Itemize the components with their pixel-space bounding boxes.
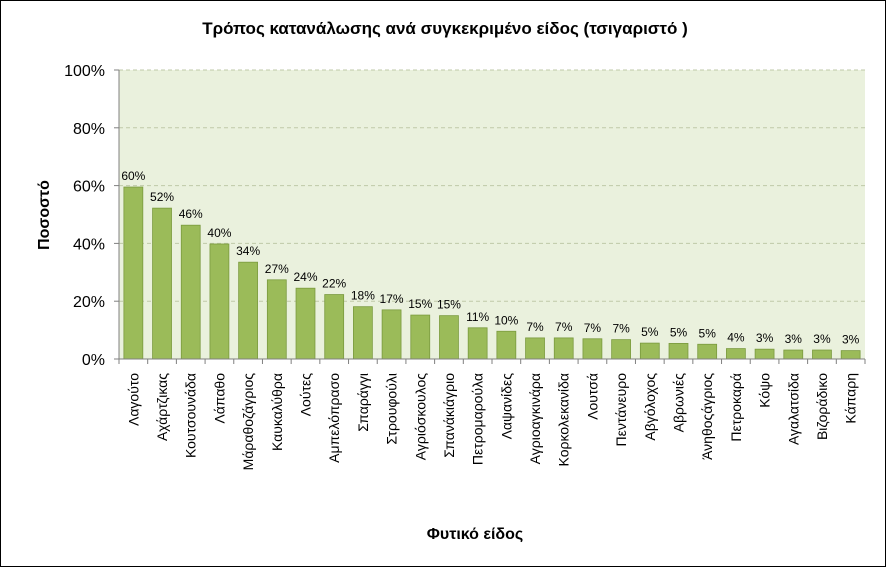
x-category-label: Κάπαρη <box>843 373 859 424</box>
y-tick-label: 80% <box>73 121 105 138</box>
y-axis-ticks: 0% 20% 40% 60% 80% 100% <box>64 63 865 369</box>
data-label: 3% <box>756 331 774 345</box>
bar <box>266 279 287 360</box>
data-labels: 60% 52% 46% 40% 34% 27% 24% 22% 18% 17% 15% 15% 11% 1… <box>121 169 859 347</box>
bar <box>697 343 718 360</box>
x-category-label: Αχάρτζικας <box>154 373 170 441</box>
data-label: 7% <box>526 320 544 334</box>
y-tick-label: 40% <box>73 236 105 253</box>
data-label: 7% <box>584 321 602 335</box>
data-label: 40% <box>207 226 231 240</box>
x-category-label: Αγριόσκουλος <box>412 373 428 460</box>
data-label: 5% <box>699 326 717 340</box>
data-label: 27% <box>265 262 289 276</box>
data-label: 5% <box>670 325 688 339</box>
x-category-label: Αμπελόπρασο <box>326 373 342 463</box>
bar <box>353 306 373 360</box>
x-category-label: Κορκολεκανίδα <box>556 373 572 466</box>
data-label: 7% <box>612 322 630 336</box>
y-tick-label: 60% <box>73 179 105 196</box>
data-label: 3% <box>785 332 803 346</box>
data-label: 34% <box>236 244 260 258</box>
x-category-label: Αβρωνιές <box>671 373 687 433</box>
bar <box>295 287 316 360</box>
y-tick-label: 20% <box>73 294 105 311</box>
x-category-label: Αγαλατσίδα <box>785 373 801 445</box>
y-tick-label: 0% <box>82 352 105 369</box>
bar <box>439 315 459 360</box>
data-label: 52% <box>150 190 174 204</box>
bar <box>152 207 172 360</box>
x-category-label: Κόψο <box>757 373 773 408</box>
bar <box>668 342 689 360</box>
data-label: 22% <box>322 277 346 291</box>
data-label: 5% <box>641 325 659 339</box>
data-label: 15% <box>408 297 432 311</box>
x-category-label: Λαγούτο <box>125 373 141 426</box>
x-axis-category-labels: Λαγούτο Αχάρτζικας Κουτσουνάδα Λάπαθο Μάραθο… <box>118 359 866 471</box>
x-category-label: Λούτες <box>298 373 314 417</box>
bar <box>410 314 431 360</box>
data-label: 11% <box>466 310 489 324</box>
bar <box>553 337 574 360</box>
y-tick-label: 100% <box>64 63 105 80</box>
bar <box>123 186 144 360</box>
bar <box>381 309 402 360</box>
x-category-label: Σπαράγγι <box>355 373 371 432</box>
x-category-label: Λαψανίδες <box>498 373 514 440</box>
x-category-label: Πετρομαρούλα <box>470 373 486 465</box>
x-category-label: Βιζοράδικο <box>814 373 830 440</box>
gridlines <box>119 69 865 302</box>
x-category-label: Αγριοαγκινάρα <box>527 373 543 464</box>
bar <box>726 348 746 360</box>
x-category-label: Άνηθοςάγριος <box>699 373 715 460</box>
data-label: 18% <box>351 289 375 303</box>
y-axis-label: Ποσοστό <box>36 180 53 250</box>
x-category-label: Μάραθοζάγριος <box>240 373 256 471</box>
data-label: 17% <box>380 292 404 306</box>
x-category-label: Καυκαλύθρα <box>269 373 285 451</box>
x-category-label: Λουτσά <box>584 373 600 420</box>
x-category-label: Σπανάκιάγριο <box>441 373 457 458</box>
bar <box>783 349 804 360</box>
x-category-label: Κουτσουνάδα <box>183 373 199 458</box>
bar <box>525 337 545 360</box>
x-axis-label: Φυτικό είδος <box>427 526 523 543</box>
x-category-label: Λάπαθο <box>211 373 227 424</box>
data-label: 24% <box>293 270 317 284</box>
bar <box>754 348 775 360</box>
data-label: 15% <box>437 298 461 312</box>
data-label: 4% <box>727 331 745 345</box>
bars <box>123 186 861 360</box>
bar <box>496 330 517 360</box>
chart-title: Τρόπος κατανάλωσης ανά συγκεκριμένο είδο… <box>202 19 688 38</box>
plot-background <box>119 70 865 359</box>
bar <box>840 350 861 360</box>
bar <box>582 338 603 360</box>
bar <box>209 243 230 360</box>
data-label: 60% <box>121 169 145 183</box>
bar <box>180 224 201 360</box>
plot-area <box>119 70 865 359</box>
bar <box>238 261 258 360</box>
x-category-label: Στρουφούλι <box>384 373 400 445</box>
bar <box>812 349 832 360</box>
x-category-label: Αβγόλοχος <box>642 373 658 441</box>
data-label: 3% <box>813 332 831 346</box>
data-label: 3% <box>842 333 860 347</box>
data-label: 10% <box>494 313 518 327</box>
x-category-label: Πεντάνευρο <box>613 373 629 447</box>
data-label: 46% <box>179 207 203 221</box>
bar <box>611 339 631 360</box>
bar <box>639 342 660 360</box>
x-category-label: Πετροκαρά <box>728 373 744 442</box>
data-label: 7% <box>555 320 573 334</box>
bar <box>324 294 345 360</box>
bar <box>467 327 488 360</box>
